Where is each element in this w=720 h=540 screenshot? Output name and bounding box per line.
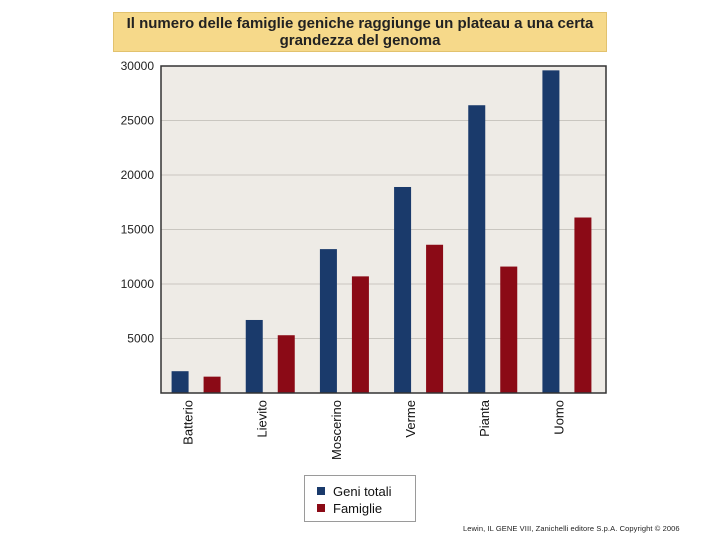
legend-swatch-famiglie <box>317 504 325 512</box>
y-tick-label: 15000 <box>121 223 155 237</box>
legend-swatch-geni-totali <box>317 487 325 495</box>
bar-geni-totali-pianta <box>468 105 486 394</box>
x-tick-label-verme: Verme <box>403 400 418 438</box>
x-tick-label-moscerino: Moscerino <box>329 400 344 460</box>
legend: Geni totali Famiglie <box>304 475 416 522</box>
chart-title: Il numero delle famiglie geniche raggiun… <box>113 12 607 52</box>
y-tick-label: 10000 <box>121 277 155 291</box>
chart-title-line2: grandezza del genoma <box>279 32 441 49</box>
legend-item-geni-totali: Geni totali <box>317 484 392 500</box>
chart-title-line1: Il numero delle famiglie geniche raggiun… <box>126 15 594 32</box>
y-tick-label: 20000 <box>121 168 155 182</box>
legend-label-geni-totali: Geni totali <box>333 484 392 499</box>
y-tick-label: 5000 <box>127 332 154 346</box>
bar-geni-totali-uomo <box>542 70 560 394</box>
copyright-credit: Lewin, IL GENE VIII, Zanichelli editore … <box>463 524 680 533</box>
x-axis-labels: Batterio Lievito Moscerino Verme Pianta Uomo <box>181 399 567 460</box>
bar-geni-totali-batterio <box>171 371 189 393</box>
bar-famiglie-lievito <box>277 335 295 393</box>
x-tick-label-lievito: Lievito <box>255 400 270 438</box>
bar-geni-totali-moscerino <box>319 249 337 393</box>
x-tick-label-batterio: Batterio <box>181 400 196 445</box>
bar-famiglie-uomo <box>574 217 592 393</box>
bar-geni-totali-lievito <box>245 319 263 393</box>
legend-label-famiglie: Famiglie <box>333 501 383 516</box>
bar-geni-totali-verme <box>394 186 412 393</box>
y-tick-label: 30000 <box>121 59 155 73</box>
plot-frame <box>160 65 607 394</box>
y-tick-label: 25000 <box>121 114 155 128</box>
x-tick-label-pianta: Pianta <box>477 399 492 437</box>
legend-item-famiglie: Famiglie <box>317 501 382 517</box>
y-axis-ticks: 30000 25000 20000 15000 10000 5000 <box>121 59 155 346</box>
x-tick-label-uomo: Uomo <box>551 400 566 435</box>
bar-famiglie-moscerino <box>351 276 369 393</box>
bar-famiglie-batterio <box>203 376 221 393</box>
bar-famiglie-pianta <box>500 266 518 393</box>
bar-famiglie-verme <box>426 244 444 393</box>
bars <box>171 70 592 394</box>
